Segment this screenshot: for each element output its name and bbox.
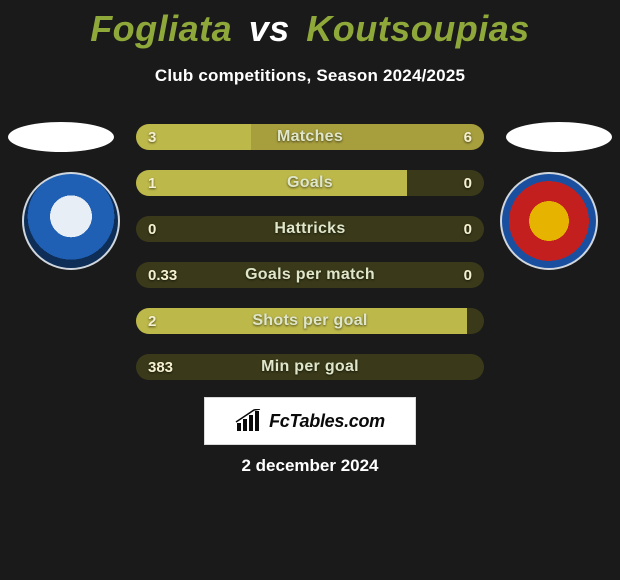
stat-row: 0.330Goals per match [136, 262, 484, 288]
subtitle: Club competitions, Season 2024/2025 [0, 66, 620, 86]
player2-name: Koutsoupias [306, 8, 530, 49]
stat-label: Shots per goal [136, 308, 484, 334]
brand-icon [235, 409, 263, 433]
stat-label: Hattricks [136, 216, 484, 242]
stat-row: 10Goals [136, 170, 484, 196]
avatar-placeholder-left [8, 122, 114, 152]
stat-row: 383Min per goal [136, 354, 484, 380]
brand-badge: FcTables.com [204, 397, 416, 445]
stat-label: Min per goal [136, 354, 484, 380]
brand-text: FcTables.com [269, 411, 385, 432]
stat-row: 00Hattricks [136, 216, 484, 242]
page-title: Fogliata vs Koutsoupias [0, 0, 620, 50]
stat-row: 36Matches [136, 124, 484, 150]
player1-name: Fogliata [90, 8, 232, 49]
date-text: 2 december 2024 [0, 456, 620, 476]
stat-label: Goals per match [136, 262, 484, 288]
stat-row: 2Shots per goal [136, 308, 484, 334]
avatar-placeholder-right [506, 122, 612, 152]
club-crest-right [500, 172, 598, 270]
stat-label: Matches [136, 124, 484, 150]
vs-text: vs [249, 8, 290, 49]
stat-label: Goals [136, 170, 484, 196]
stat-bars: 36Matches 10Goals 00Hattricks 0.330Goals pe… [136, 124, 484, 400]
club-crest-left [22, 172, 120, 270]
